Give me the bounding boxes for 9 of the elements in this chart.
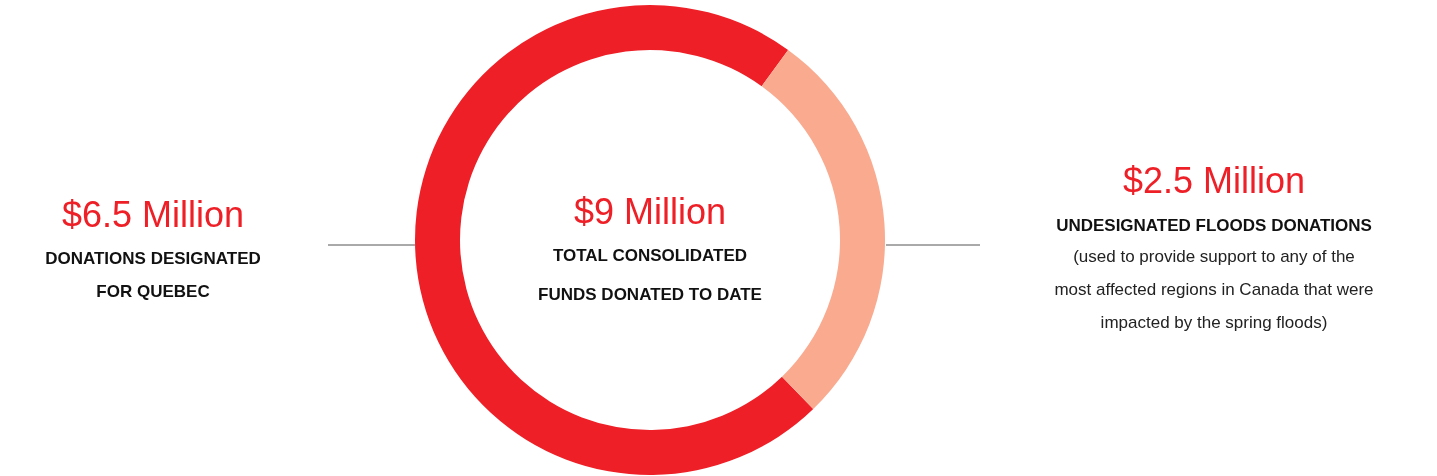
text: TOTAL CONSOLIDATED FUNDS DONATED TO DATE	[538, 246, 762, 304]
text: (used to provide support to any of the most affected regions in Canada that were impacted by the spring floods)	[1054, 247, 1374, 332]
slice-label: UNDESIGNATED FLOODS DONATIONS	[1056, 216, 1372, 235]
data-label: $2.5 Million	[1122, 160, 1306, 201]
slice-label: DONATIONS DESIGNATED FOR QUEBEC	[45, 249, 261, 301]
donut-slice	[415, 5, 814, 475]
text: $9 Million	[573, 191, 727, 232]
donut-slice	[761, 49, 885, 410]
data-label: $6.5 Million	[61, 194, 245, 235]
